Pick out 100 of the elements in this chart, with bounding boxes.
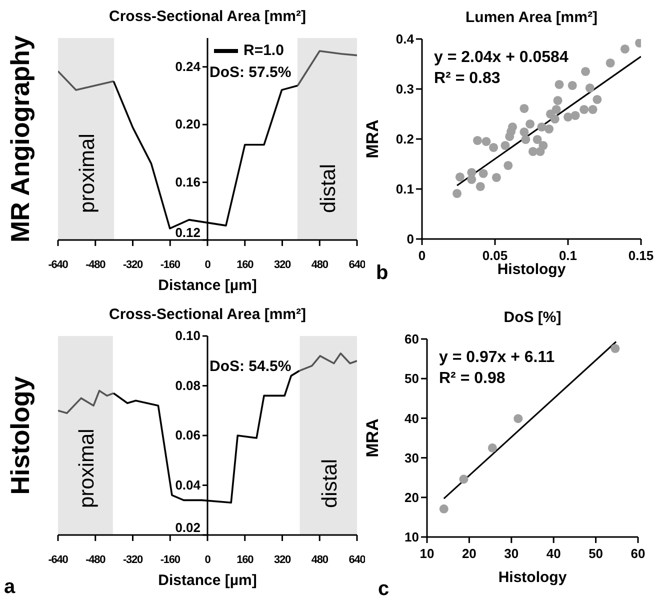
x-tick-label: -320 <box>122 554 144 566</box>
annotation: DoS: 54.5% <box>210 357 292 377</box>
point <box>492 172 501 182</box>
x-tick-label: -640 <box>48 258 68 271</box>
band-label: proximal <box>76 134 100 213</box>
legend-label: R=1.0 <box>244 42 284 59</box>
band-label: proximal <box>75 428 98 508</box>
point <box>537 122 546 132</box>
point <box>508 122 518 132</box>
point <box>552 104 561 114</box>
band-label: distal <box>317 164 340 213</box>
x-tick-label: 0 <box>204 258 211 271</box>
x-tick-label: 0.1 <box>558 248 578 264</box>
point <box>455 172 464 182</box>
x-axis-title: Histology <box>497 261 566 278</box>
point <box>476 182 485 192</box>
y-tick-label: 0.04 <box>175 477 202 492</box>
point <box>482 136 491 146</box>
x-tick-label: 20 <box>462 546 476 562</box>
point <box>459 474 468 484</box>
x-tick-label: 320 <box>274 554 292 566</box>
x-tick-label: -160 <box>160 554 180 566</box>
y-axis-title: Histology <box>5 376 36 495</box>
y-tick-label: 60 <box>404 332 419 347</box>
line-series <box>58 390 114 414</box>
y-axis-title: MRA <box>363 120 382 158</box>
chart-title: Lumen Area [mm²] <box>464 9 598 26</box>
point <box>568 80 577 90</box>
x-tick-label: -480 <box>86 554 106 566</box>
point <box>532 134 542 144</box>
text: b <box>376 262 388 285</box>
x-tick-label: 640 <box>348 258 366 271</box>
y-tick-label: 0.2 <box>396 132 414 147</box>
y-tick-label: 0.1 <box>396 182 414 197</box>
y-tick-label: 20 <box>404 490 419 506</box>
point <box>553 96 562 106</box>
y-tick-label: 10 <box>404 530 419 545</box>
point <box>550 114 560 124</box>
x-tick-label: 0.05 <box>482 248 508 264</box>
y-tick-label: 0.02 <box>175 520 200 535</box>
point <box>580 104 589 114</box>
point <box>592 94 602 104</box>
x-axis-title: Histology <box>498 569 568 586</box>
y-tick-label: 0.3 <box>396 82 414 97</box>
x-tick-label: 160 <box>236 554 254 566</box>
point <box>521 134 530 144</box>
x-tick-label: 50 <box>588 546 604 562</box>
point <box>563 112 573 122</box>
x-axis-title: Distance [µm] <box>158 277 257 294</box>
point <box>544 124 554 134</box>
x-tick-label: -640 <box>48 554 68 566</box>
x-tick-label: 480 <box>311 554 328 566</box>
point <box>452 188 462 198</box>
y-axis-title: MR Angiography <box>5 34 36 243</box>
x-tick-label: 60 <box>630 546 646 562</box>
y-tick-label: 0.08 <box>175 378 200 393</box>
point <box>478 168 488 178</box>
y-tick-label: 50 <box>404 371 419 386</box>
y-tick-label: 0.16 <box>175 174 200 190</box>
point <box>610 344 620 354</box>
point <box>581 66 590 76</box>
point <box>489 142 498 152</box>
point <box>526 119 535 129</box>
y-tick-label: 40 <box>404 410 419 426</box>
point <box>520 104 529 114</box>
point <box>520 127 529 137</box>
y-tick-label: 0 <box>406 232 414 247</box>
point <box>514 414 523 424</box>
x-tick-label: 480 <box>311 258 328 271</box>
x-tick-label: 320 <box>274 258 292 271</box>
y-tick-label: 0.10 <box>175 328 200 343</box>
band-label: distal <box>318 458 342 508</box>
x-tick-label: 0.15 <box>628 248 654 264</box>
annotation: DoS: 57.5% <box>210 63 292 83</box>
point <box>439 504 448 514</box>
annotation: y = 2.04x + 0.0584 <box>434 48 568 68</box>
x-tick-label: 10 <box>420 546 434 562</box>
annotation: R² = 0.83 <box>434 69 502 89</box>
x-tick-label: -480 <box>86 258 106 271</box>
point <box>528 146 538 156</box>
point <box>472 136 482 146</box>
x-axis-title: Distance [µm] <box>158 572 257 589</box>
chart-title: Cross-Sectional Area [mm²] <box>108 8 307 25</box>
point <box>538 140 548 150</box>
annotation: R² = 0.98 <box>439 369 506 389</box>
annotation: y = 0.97x + 6.11 <box>439 348 555 368</box>
x-tick-label: 40 <box>546 546 561 562</box>
y-tick-label: 0.06 <box>175 428 200 442</box>
x-tick-label: -160 <box>160 258 180 271</box>
x-tick-label: 0 <box>204 554 211 566</box>
point <box>488 443 497 452</box>
point <box>467 174 476 184</box>
chart-title: Cross-Sectional Area [mm²] <box>108 306 307 323</box>
point <box>606 58 615 68</box>
point <box>504 160 513 170</box>
point <box>585 83 594 93</box>
point <box>500 140 510 150</box>
y-axis-title: MRA <box>363 418 382 458</box>
y-tick-label: 0.20 <box>175 116 200 132</box>
y-tick-label: 0.4 <box>396 32 415 47</box>
